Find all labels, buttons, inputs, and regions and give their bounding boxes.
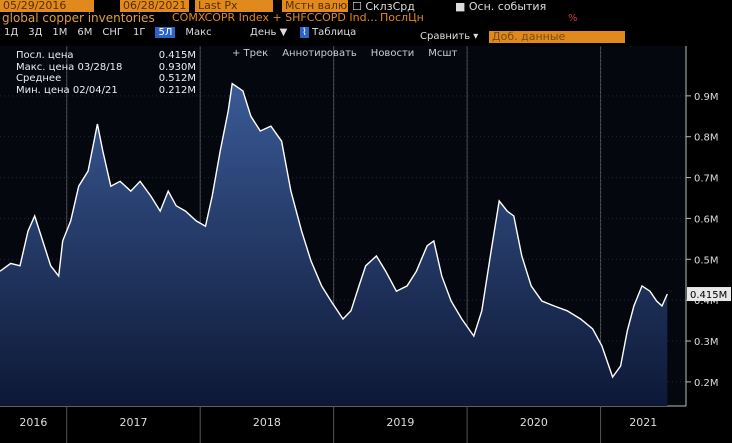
stats-row: Посл. цена 0.415M [16, 50, 196, 62]
price-line [0, 82, 668, 379]
area-fill [0, 83, 668, 406]
avg-label: СклзСрд [365, 0, 415, 13]
y-tick-label: 0.9M [694, 92, 719, 103]
stats-value: 0.512M [158, 73, 196, 84]
add-data[interactable]: Доб. данные [489, 31, 625, 43]
stats-name: Мин. цена 02/04/21 [16, 84, 118, 96]
period-button[interactable]: СНГ [102, 27, 123, 38]
stats-name: Макс. цена 03/28/18 [16, 61, 123, 73]
period-buttons: 1Д 3Д 1М 6М СНГ 1Г 5Л Макс [4, 27, 212, 38]
y-tick-label: 0.4M [694, 296, 719, 307]
field-short: ПослЦн [380, 11, 424, 24]
x-tick-label: 2021 [629, 416, 657, 429]
last-price-label: 0.415M [690, 290, 727, 301]
events-toggle[interactable]: ■ Осн. события [455, 0, 547, 13]
stats-row: Мин. цена 02/04/21 0.212M [16, 85, 196, 97]
avg-toggle[interactable]: ☐ СклзСрд [352, 0, 415, 13]
y-tick-label: 0.2M [694, 378, 719, 389]
start-date[interactable]: 05/29/2016 [0, 0, 94, 12]
y-tick-label: 0.5M [694, 255, 719, 266]
x-tick-label: 2018 [253, 416, 281, 429]
y-tick-label: 0.8M [694, 133, 719, 144]
period-button[interactable]: 1Г [132, 27, 146, 38]
axis-background [686, 46, 732, 443]
tool-button[interactable]: Аннотировать [282, 48, 357, 59]
stats-name: Среднее [16, 73, 62, 84]
compare-button[interactable]: Сравнить ▾ [420, 31, 479, 42]
x-tick-label: 2017 [119, 416, 147, 429]
y-tick-label: 0.3M [694, 337, 719, 348]
period-button[interactable]: 3Д [28, 27, 43, 38]
tickers: COMXCOPR Index + SHFCCOPD Ind… [172, 11, 378, 24]
last-price-badge [687, 287, 731, 302]
percent: % [568, 13, 578, 24]
currency-select[interactable]: Мстн валют [282, 0, 348, 12]
x-tick-label: 2019 [386, 416, 414, 429]
stats-value: 0.930M [158, 61, 196, 73]
period-button[interactable]: Макс [185, 27, 212, 38]
security-name: global copper inventories [2, 11, 155, 25]
x-tick-label: 2020 [520, 416, 548, 429]
period-button[interactable]: 5Л [155, 27, 176, 38]
tool-button[interactable]: + Трек [232, 48, 269, 59]
tool-button[interactable]: Мсшт [428, 48, 458, 59]
period-button[interactable]: 1М [52, 27, 68, 38]
table-label: Таблица [312, 27, 357, 38]
stats-value: 0.415M [158, 50, 196, 61]
events-label: Осн. события [468, 0, 547, 13]
frequency[interactable]: День ▼ [250, 27, 288, 38]
y-tick-label: 0.7M [694, 174, 719, 185]
period-button[interactable]: 6М [77, 27, 93, 38]
period-button[interactable]: 1Д [4, 27, 19, 38]
field-select[interactable]: Last Px [195, 0, 273, 12]
table-button[interactable]: ⌇ Таблица [300, 27, 357, 38]
stats-name: Посл. цена [16, 50, 74, 61]
x-tick-label: 2016 [19, 416, 47, 429]
chart-tools: + Трек Аннотировать Новости Мсшт [232, 48, 457, 59]
y-tick-label: 0.6M [694, 214, 719, 225]
stats-value: 0.212M [158, 84, 196, 96]
end-date[interactable]: 06/28/2021 [120, 0, 190, 12]
stats-row: Среднее 0.512M [16, 73, 196, 85]
tool-button[interactable]: Новости [370, 48, 415, 59]
stats-row: Макс. цена 03/28/18 0.930M [16, 62, 196, 74]
stats-legend: Посл. цена 0.415M Макс. цена 03/28/18 0.930… [16, 50, 196, 96]
